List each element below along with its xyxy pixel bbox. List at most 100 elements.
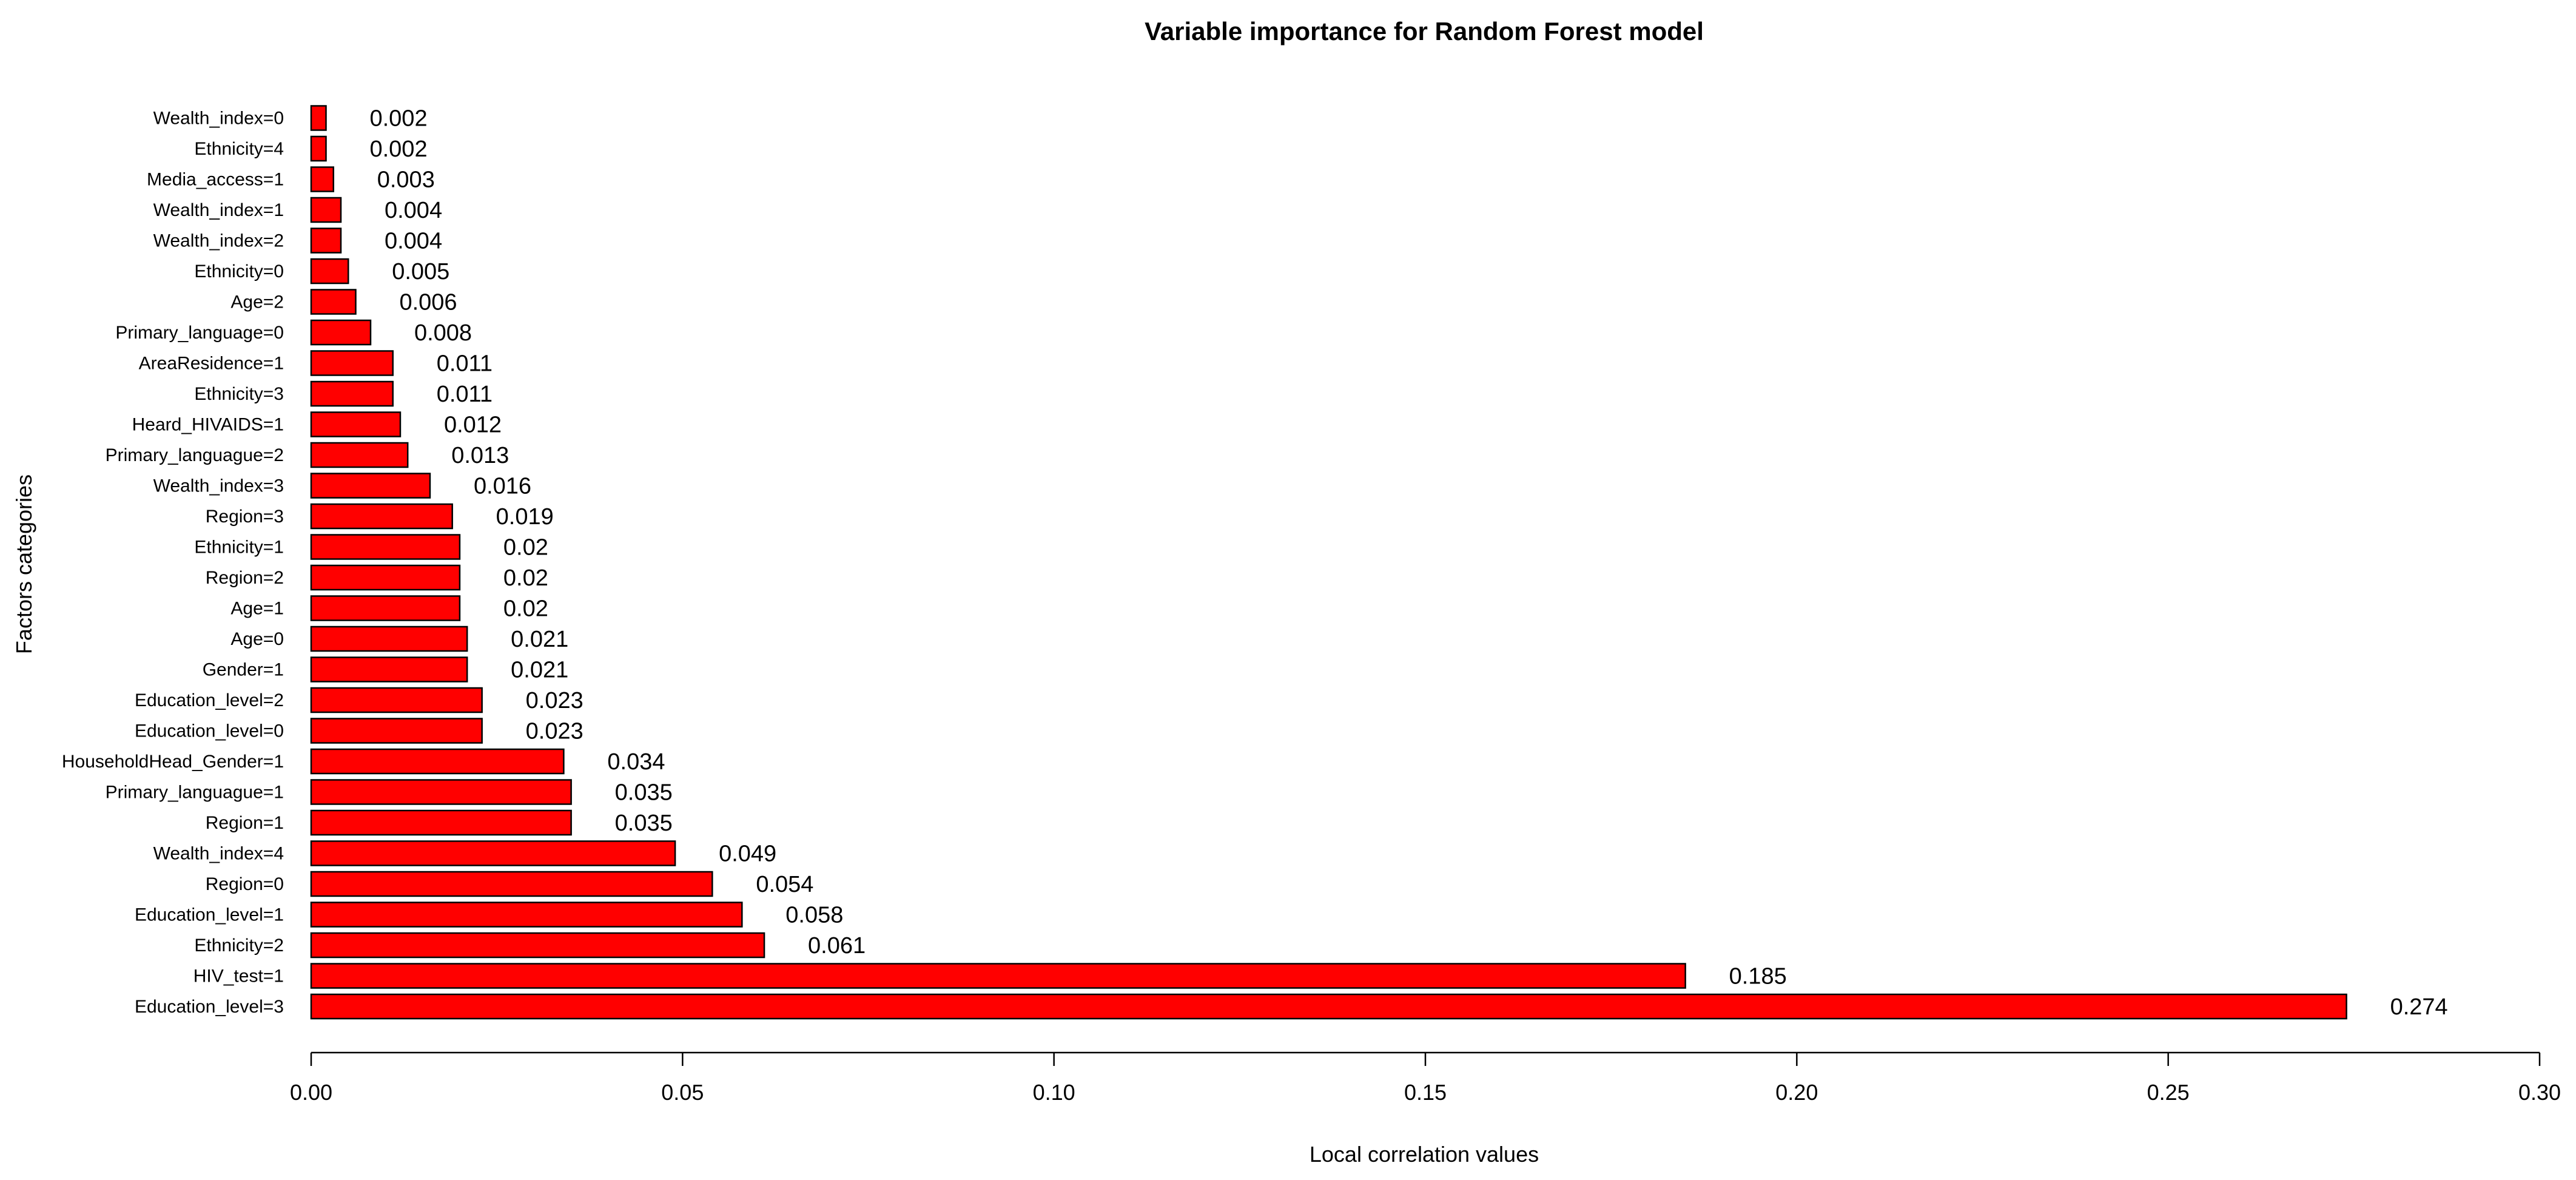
value-label: 0.023: [526, 719, 583, 744]
value-label: 0.035: [615, 811, 673, 836]
value-label: 0.011: [437, 382, 493, 407]
category-label: Gender=1: [203, 660, 284, 680]
value-label: 0.061: [808, 933, 866, 959]
value-label: 0.002: [369, 106, 427, 132]
category-label: Primary_languague=1: [106, 783, 284, 803]
x-axis: 0.00 0.05 0.10 0.15 0.20 0.25 0.30: [290, 1051, 2561, 1105]
value-label: 0.185: [1729, 964, 1787, 990]
bar-primary-languague-1: [310, 779, 572, 805]
value-label: 0.005: [392, 259, 449, 285]
category-label: Region=1: [206, 813, 284, 833]
value-label: 0.004: [385, 198, 442, 223]
category-label: Education_level=1: [135, 905, 284, 925]
y-axis-label: Factors categories: [12, 474, 36, 654]
value-label: 0.006: [399, 290, 457, 315]
bar-primary-languague-2: [310, 442, 409, 468]
bar-ethnicity-0: [310, 258, 349, 285]
bar-education-level-0: [310, 718, 483, 744]
x-tick-label: 0.00: [290, 1080, 332, 1105]
bar-arearesidence-1: [310, 350, 394, 376]
value-label: 0.004: [385, 229, 442, 254]
value-label: 0.02: [503, 565, 548, 591]
category-label: Heard_HIVAIDS=1: [132, 415, 284, 435]
value-label: 0.011: [437, 351, 493, 377]
x-axis-label: Local correlation values: [1310, 1142, 1539, 1167]
value-label: 0.013: [451, 443, 509, 468]
bar-education-level-3: [310, 993, 2347, 1020]
value-label: 0.003: [377, 167, 435, 193]
category-label: Education_level=3: [135, 997, 284, 1017]
category-label: Ethnicity=2: [194, 936, 284, 956]
category-label: Wealth_index=1: [153, 200, 284, 220]
bar-region-3: [310, 503, 453, 530]
x-tick-label: 0.25: [2147, 1080, 2190, 1105]
value-label: 0.034: [607, 749, 665, 775]
category-label: Ethnicity=1: [194, 538, 284, 558]
category-label: HIV_test=1: [193, 966, 284, 986]
value-label: 0.02: [503, 596, 548, 622]
bars-group: [310, 105, 2347, 1020]
x-tick-label: 0.10: [1033, 1080, 1075, 1105]
bar-region-1: [310, 809, 572, 836]
category-label: Education_level=0: [135, 721, 284, 741]
bar-gender-1: [310, 656, 468, 683]
value-label: 0.049: [719, 841, 776, 867]
category-label: Wealth_index=4: [153, 844, 284, 864]
category-label: Age=2: [230, 292, 284, 312]
value-label: 0.02: [503, 535, 548, 561]
bar-wealth-index-4: [310, 840, 676, 866]
category-label: Wealth_index=0: [153, 109, 284, 129]
value-label: 0.274: [2390, 994, 2448, 1020]
value-label: 0.016: [474, 474, 531, 499]
category-label: Primary_languague=2: [106, 445, 284, 465]
category-label: AreaResidence=1: [139, 354, 284, 374]
value-label: 0.019: [496, 504, 554, 530]
bar-primary-language-0: [310, 319, 372, 346]
category-label: Region=0: [206, 874, 284, 894]
value-labels-group: 0.274 0.185 0.061 0.058 0.054 0.049 0.035 0.035…: [369, 106, 2447, 1020]
bar-ethnicity-4: [310, 135, 327, 162]
bar-ethnicity-2: [310, 932, 765, 959]
value-label: 0.058: [785, 903, 843, 928]
value-label: 0.035: [615, 780, 673, 806]
bar-education-level-1: [310, 902, 743, 928]
bar-ethnicity-1: [310, 534, 461, 560]
category-label: Primary_language=0: [115, 323, 284, 343]
x-tick-label: 0.20: [1775, 1080, 1818, 1105]
bar-householdhead-gender-1: [310, 748, 565, 775]
bar-age-0: [310, 625, 468, 652]
bar-age-2: [310, 289, 357, 315]
category-label: Education_level=2: [135, 690, 284, 710]
category-label: Wealth_index=3: [153, 476, 284, 496]
category-label: Age=0: [230, 629, 284, 649]
value-label: 0.002: [369, 137, 427, 162]
bar-wealth-index-0: [310, 105, 327, 131]
category-label: Age=1: [230, 599, 284, 619]
category-label: Ethnicity=0: [194, 261, 284, 282]
value-label: 0.054: [756, 872, 813, 897]
bar-wealth-index-3: [310, 473, 431, 499]
category-label: Ethnicity=4: [194, 139, 284, 159]
x-tick-label: 0.15: [1404, 1080, 1447, 1105]
bar-media-access-1: [310, 166, 334, 192]
bar-wealth-index-1: [310, 197, 342, 223]
chart-title: Variable importance for Random Forest mo…: [1145, 17, 1704, 46]
category-label: HouseholdHead_Gender=1: [62, 752, 284, 772]
value-label: 0.021: [511, 627, 568, 652]
value-label: 0.012: [444, 413, 502, 438]
category-labels-group: Education_level=3 HIV_test=1 Ethnicity=2 Ed…: [62, 109, 284, 1017]
category-label: Region=3: [206, 507, 284, 527]
bar-heard-hivaids-1: [310, 411, 402, 437]
value-label: 0.008: [414, 320, 472, 346]
bar-region-0: [310, 871, 713, 897]
bar-region-2: [310, 564, 461, 591]
value-label: 0.021: [511, 658, 568, 683]
bar-education-level-2: [310, 687, 483, 713]
category-label: Media_access=1: [147, 170, 284, 190]
bar-age-1: [310, 595, 461, 621]
category-label: Region=2: [206, 568, 284, 588]
bar-ethnicity-3: [310, 380, 394, 407]
bar-wealth-index-2: [310, 228, 342, 254]
value-label: 0.023: [526, 688, 583, 713]
